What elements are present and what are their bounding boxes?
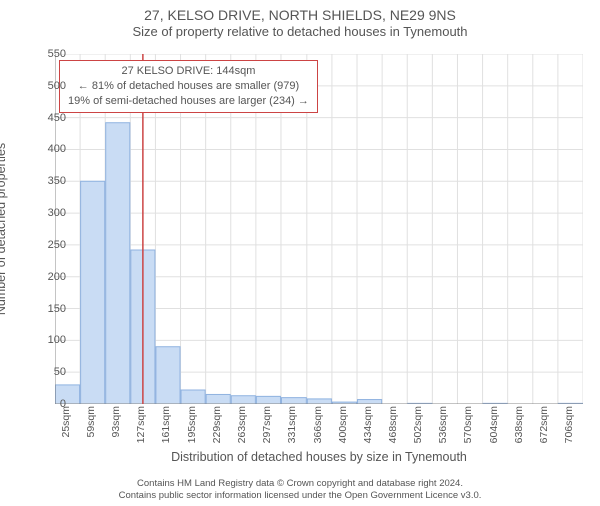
histogram-bar (81, 181, 105, 404)
histogram-bar (181, 390, 205, 404)
x-tick: 297sqm (261, 406, 273, 452)
histogram-bar (156, 347, 180, 404)
x-tick: 502sqm (412, 406, 424, 452)
y-tick: 500 (48, 80, 66, 92)
histogram-bar (358, 400, 382, 404)
attribution-text: Contains HM Land Registry data © Crown c… (0, 478, 600, 502)
page-title-line1: 27, KELSO DRIVE, NORTH SHIELDS, NE29 9NS (0, 6, 600, 24)
x-tick: 127sqm (135, 406, 147, 452)
annotation-line: 19% of semi-detached houses are larger (… (68, 94, 309, 109)
annotation-line: ← 81% of detached houses are smaller (97… (68, 79, 309, 94)
x-tick: 400sqm (337, 406, 349, 452)
reference-annotation: 27 KELSO DRIVE: 144sqm← 81% of detached … (59, 60, 318, 113)
x-tick: 706sqm (563, 406, 575, 452)
y-tick: 400 (48, 143, 66, 155)
page-title-line2: Size of property relative to detached ho… (0, 24, 600, 41)
x-tick: 672sqm (538, 406, 550, 452)
x-tick: 468sqm (387, 406, 399, 452)
x-tick: 604sqm (488, 406, 500, 452)
y-axis-label: Number of detached properties (0, 54, 8, 404)
x-tick: 59sqm (85, 406, 97, 452)
x-tick: 229sqm (211, 406, 223, 452)
annotation-line: 27 KELSO DRIVE: 144sqm (68, 64, 309, 79)
y-tick: 300 (48, 207, 66, 219)
x-tick: 434sqm (362, 406, 374, 452)
y-tick: 250 (48, 239, 66, 251)
histogram-bar (231, 396, 255, 404)
y-tick: 50 (54, 366, 66, 378)
attribution-line2: Contains public sector information licen… (119, 490, 482, 501)
histogram-bar (106, 123, 130, 404)
x-tick: 638sqm (513, 406, 525, 452)
x-tick: 93sqm (110, 406, 122, 452)
y-tick: 100 (48, 334, 66, 346)
histogram-bar (256, 396, 280, 404)
x-tick: 331sqm (286, 406, 298, 452)
histogram-chart: 27 KELSO DRIVE: 144sqm← 81% of detached … (55, 54, 583, 404)
y-tick: 150 (48, 303, 66, 315)
x-tick: 161sqm (160, 406, 172, 452)
x-tick: 366sqm (312, 406, 324, 452)
y-tick: 350 (48, 175, 66, 187)
x-tick: 25sqm (60, 406, 72, 452)
y-tick: 200 (48, 271, 66, 283)
x-tick: 570sqm (462, 406, 474, 452)
histogram-bar (281, 398, 306, 404)
y-tick: 450 (48, 112, 66, 124)
x-axis-label: Distribution of detached houses by size … (55, 450, 583, 464)
x-tick: 263sqm (236, 406, 248, 452)
x-tick: 536sqm (437, 406, 449, 452)
y-tick: 550 (48, 48, 66, 60)
x-tick: 195sqm (186, 406, 198, 452)
histogram-bar (206, 394, 230, 404)
attribution-line1: Contains HM Land Registry data © Crown c… (137, 478, 463, 489)
histogram-bar (307, 399, 331, 404)
